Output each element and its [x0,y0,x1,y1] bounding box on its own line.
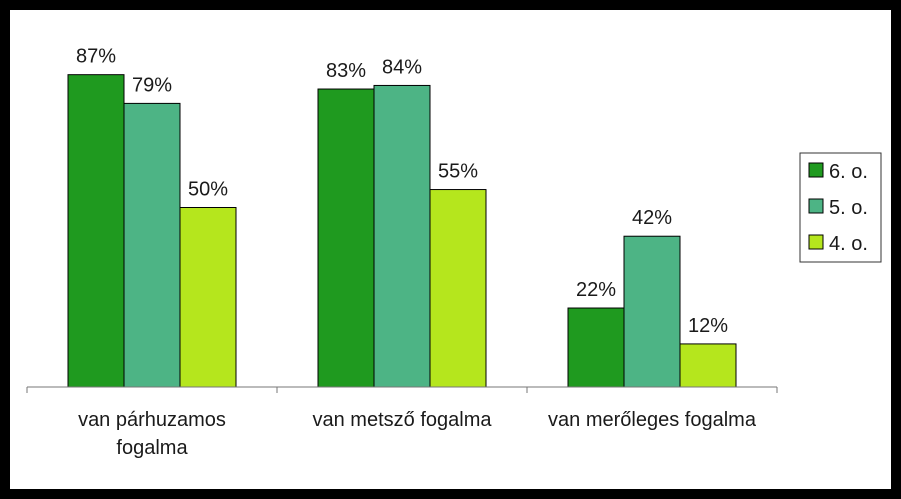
bar-3-1 [179,207,237,388]
data-label: 83% [326,60,366,82]
data-label: 50% [188,179,228,201]
x-tick-label: van merőleges fogalma [548,409,757,431]
chart-frame: 87% 79% 50% 83% 84% 55% 22% 42% 12% van párhuzam… [10,10,891,489]
bar-2-3 [623,235,681,388]
legend-swatch [808,234,824,250]
bar-2-2 [373,84,431,388]
data-label: 22% [576,279,616,301]
legend-swatch [808,162,824,178]
legend: 6. o. 5. o. 4. o. [799,152,882,263]
legend-label: 6. o. [829,161,868,183]
bar-3-3 [679,343,737,388]
legend-swatch [808,198,824,214]
data-label: 79% [132,74,172,96]
legend-label: 5. o. [829,197,868,219]
bar-1-3 [567,307,625,388]
data-label: 42% [632,207,672,229]
x-tick-label: fogalma [116,437,188,459]
bar-1-1 [67,74,125,388]
data-label: 87% [76,46,116,68]
bar-1-2 [317,88,375,388]
bar-chart: 87% 79% 50% 83% 84% 55% 22% 42% 12% van párhuzam… [26,46,882,459]
data-label: 84% [382,56,422,78]
data-label: 55% [438,161,478,183]
bar-3-2 [429,189,487,388]
x-tick-label: van párhuzamos [78,409,226,431]
data-label: 12% [688,315,728,337]
x-tick-label: van metsző fogalma [313,409,493,431]
legend-label: 4. o. [829,233,868,255]
bar-2-1 [123,102,181,388]
